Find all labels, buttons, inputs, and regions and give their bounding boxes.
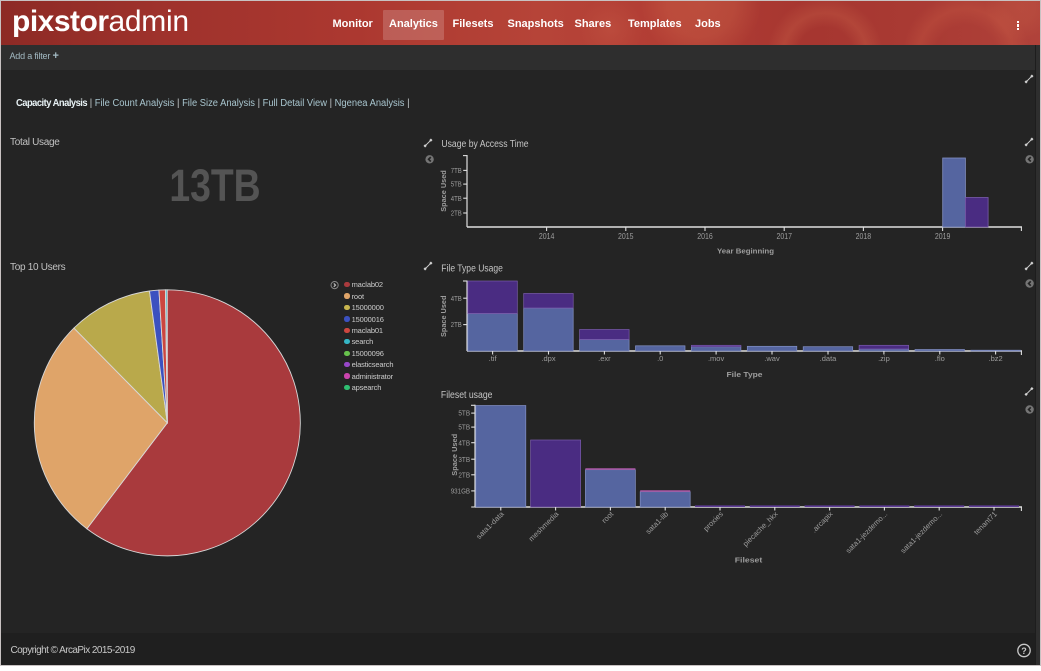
- svg-text:Space Used: Space Used: [450, 433, 459, 475]
- svg-text:Fileset usage: Fileset usage: [441, 390, 493, 401]
- svg-text:File Type: File Type: [727, 370, 763, 379]
- svg-text:Year Beginning: Year Beginning: [717, 247, 774, 256]
- svg-text:Space Used: Space Used: [439, 170, 448, 212]
- svg-text:2TB: 2TB: [451, 320, 462, 329]
- svg-text:.mov: .mov: [708, 354, 725, 363]
- svg-text:sata1-lib: sata1-lib: [644, 510, 670, 536]
- svg-text:2TB: 2TB: [451, 209, 462, 218]
- svg-text:5TB: 5TB: [451, 180, 462, 189]
- svg-text:.zip: .zip: [878, 354, 890, 363]
- svg-text:.arcapix: .arcapix: [810, 509, 835, 534]
- svg-text:.wav: .wav: [764, 354, 780, 363]
- svg-text:Space Used: Space Used: [439, 295, 448, 337]
- svg-text:sata1-data: sata1-data: [474, 509, 506, 541]
- svg-text:.exr: .exr: [598, 354, 611, 363]
- svg-text:4TB: 4TB: [451, 194, 462, 203]
- svg-text:931GB: 931GB: [451, 487, 470, 496]
- svg-text:meshmedia: meshmedia: [527, 509, 561, 543]
- svg-text:?: ?: [1021, 646, 1027, 656]
- svg-text:2019: 2019: [935, 232, 951, 241]
- svg-text:File Type Usage: File Type Usage: [441, 264, 503, 275]
- svg-text:5TB: 5TB: [458, 423, 470, 432]
- svg-text:.bz2: .bz2: [989, 354, 1003, 363]
- svg-text:2018: 2018: [856, 232, 872, 241]
- svg-text:7TB: 7TB: [451, 166, 462, 175]
- svg-text:Fileset: Fileset: [735, 556, 763, 565]
- svg-text:tenant71: tenant71: [972, 510, 999, 537]
- svg-text:5TB: 5TB: [458, 409, 470, 418]
- svg-text:Usage by Access Time: Usage by Access Time: [441, 139, 529, 150]
- svg-text:4TB: 4TB: [458, 438, 470, 447]
- svg-text:.dpx: .dpx: [541, 354, 555, 363]
- svg-text:sata1-jezdemo...: sata1-jezdemo...: [899, 510, 945, 556]
- svg-text:.tif: .tif: [489, 354, 498, 363]
- svg-text:2017: 2017: [776, 232, 792, 241]
- svg-text:root: root: [600, 509, 616, 525]
- svg-text:.data: .data: [820, 354, 838, 363]
- svg-text:3TB: 3TB: [458, 455, 470, 464]
- svg-text:2014: 2014: [539, 232, 555, 241]
- svg-text:proxies: proxies: [701, 509, 725, 533]
- svg-text:4TB: 4TB: [451, 294, 462, 303]
- svg-text:.0: .0: [657, 354, 663, 363]
- svg-text:piecache_hkx: piecache_hkx: [741, 509, 780, 548]
- svg-text:2TB: 2TB: [458, 470, 470, 479]
- svg-text:2016: 2016: [697, 232, 713, 241]
- svg-text:2015: 2015: [618, 232, 634, 241]
- svg-text:sata1-jezdemo...: sata1-jezdemo...: [844, 510, 890, 556]
- svg-text:.flo: .flo: [935, 354, 945, 363]
